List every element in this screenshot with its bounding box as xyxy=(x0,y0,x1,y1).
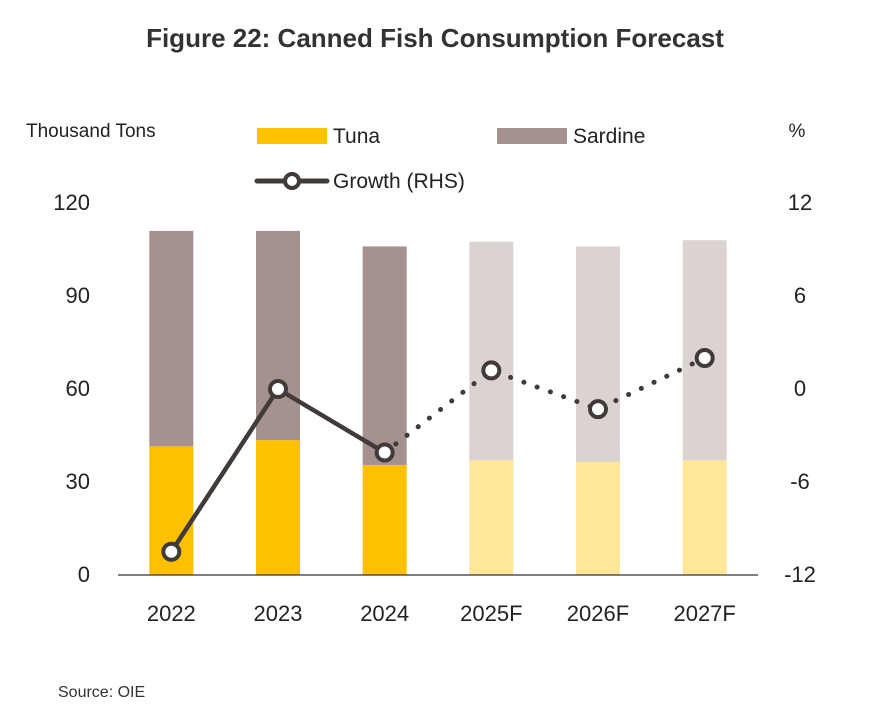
right-tick-label-6: 6 xyxy=(794,283,806,308)
x-tick-label-2026f: 2026F xyxy=(567,601,629,626)
x-tick-label-2027f: 2027F xyxy=(673,601,735,626)
legend-label-tuna: Tuna xyxy=(333,125,380,148)
growth-point-2027f xyxy=(694,348,715,368)
growth-point-2026f xyxy=(588,399,608,420)
left-tick-label-120: 120 xyxy=(53,190,90,215)
right-tick-label-6: -6 xyxy=(790,469,810,494)
x-tick-label-2024: 2024 xyxy=(360,601,409,626)
legend: Tuna Sardine Growth (RHS) xyxy=(254,125,645,193)
bar-tuna-2024 xyxy=(362,464,407,575)
bar-sardine-2026f xyxy=(576,246,620,462)
left-tick-label-0: 0 xyxy=(78,562,90,587)
bar-tuna-2023 xyxy=(256,440,300,575)
bar-sardine-2025f xyxy=(469,241,514,461)
right-tick-label-12: -12 xyxy=(784,562,816,587)
right-tick-label-12: 12 xyxy=(788,190,812,215)
growth-point-2023 xyxy=(268,379,288,399)
growth-line-layer xyxy=(161,348,715,562)
left-tick-label-90: 90 xyxy=(66,283,90,308)
bar-sardine-2022 xyxy=(149,230,194,447)
growth-line-forecast xyxy=(382,355,708,456)
legend-marker-growth-rhs xyxy=(283,172,301,190)
legend-label-growth-rhs: Growth (RHS) xyxy=(333,170,465,193)
chart-title: Figure 22: Canned Fish Consumption Forec… xyxy=(146,23,724,53)
source-note: Source: OIE xyxy=(58,684,145,701)
x-tick-label-2025f: 2025F xyxy=(460,601,522,626)
growth-point-2024 xyxy=(374,442,395,463)
legend-label-sardine: Sardine xyxy=(573,125,645,148)
axes-layer: 0 30 60 90 120 -12 -6 0 6 12 2022 2023 2024 2025F 2026… xyxy=(53,190,816,626)
bar-tuna-2026f xyxy=(576,461,620,575)
left-tick-label-60: 60 xyxy=(66,376,90,401)
bar-tuna-2027f xyxy=(682,460,727,575)
bar-sardine-2024 xyxy=(362,246,407,465)
right-axis-label: % xyxy=(789,121,806,142)
right-tick-label-0: 0 xyxy=(794,376,806,401)
growth-point-2025f xyxy=(481,360,502,381)
bar-sardine-2023 xyxy=(256,230,300,441)
x-tick-label-2022: 2022 xyxy=(147,601,196,626)
left-axis-label: Thousand Tons xyxy=(26,121,156,142)
x-tick-label-2023: 2023 xyxy=(254,601,303,626)
growth-point-2022 xyxy=(161,541,182,562)
left-tick-label-30: 30 xyxy=(66,469,90,494)
bar-tuna-2025f xyxy=(469,460,514,575)
bars-layer xyxy=(149,230,727,575)
legend-swatch-sardine xyxy=(497,128,567,144)
legend-swatch-tuna xyxy=(257,128,327,144)
